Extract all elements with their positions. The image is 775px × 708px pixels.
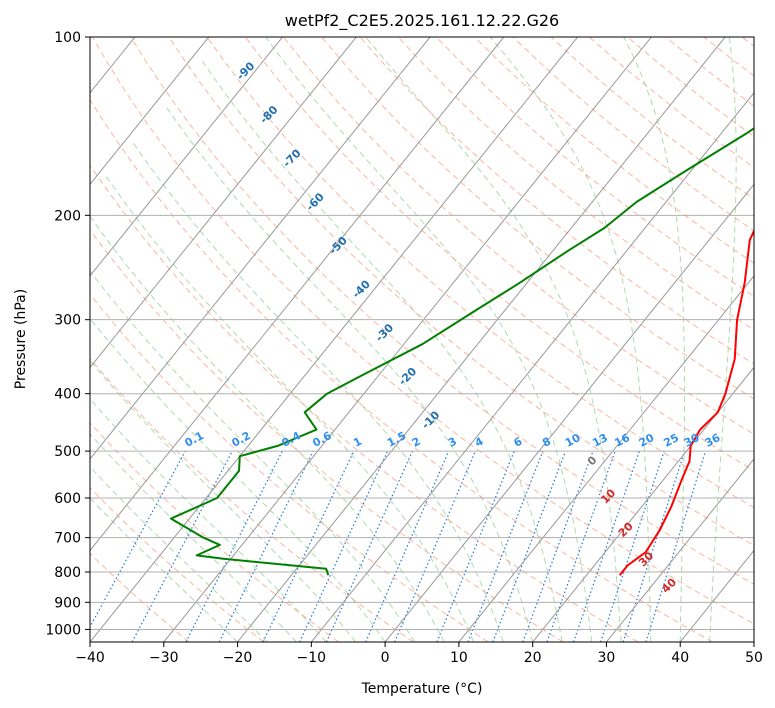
- y-tick-label: 600: [54, 491, 81, 507]
- moist-adiabat-line: [164, 104, 534, 642]
- mixing-ratio-line: [325, 450, 414, 642]
- mixing-ratio-line: [600, 450, 665, 642]
- mixing-ratio-label: 20: [637, 431, 657, 450]
- y-tick-label: 900: [54, 595, 81, 611]
- y-tick-label: 200: [54, 208, 81, 224]
- profile-series-line: [618, 228, 754, 576]
- mixing-ratio-line: [299, 450, 389, 642]
- profile-lines: [170, 127, 754, 576]
- moist-adiabat-line: [90, 497, 238, 642]
- y-tick-label: 100: [54, 30, 81, 46]
- moist-adiabat-line: [265, 37, 593, 642]
- isotherm-line: [90, 37, 579, 642]
- plot-frame: [89, 36, 755, 643]
- isotherm-line: [163, 37, 652, 642]
- y-tick-label: 700: [54, 531, 81, 547]
- moist-adiabat-line: [103, 173, 475, 642]
- isotherm-line: [90, 37, 357, 369]
- plot-area: [90, 37, 754, 642]
- isotherm-line: [237, 37, 726, 642]
- x-axis-label: Temperature (°C): [361, 681, 483, 697]
- chart-title: wetPf2_C2E5.2025.161.12.22.G26: [285, 11, 559, 31]
- dry-adiabat-line: [359, 37, 754, 365]
- y-axis-ticks: 100 200 300 400 500 600 700 800 900 1000: [45, 30, 90, 638]
- mixing-ratio-label: 30: [682, 431, 702, 450]
- y-tick-label: 800: [54, 565, 81, 581]
- mixing-ratio-line: [262, 450, 355, 642]
- dry-adiabat-line: [90, 229, 564, 642]
- x-tick-label: −30: [149, 650, 179, 666]
- dry-adiabat-line: [90, 164, 639, 642]
- dry-adiabats: [90, 37, 754, 642]
- mixing-ratio-label: 25: [661, 431, 681, 450]
- y-tick-label: 300: [54, 313, 81, 329]
- isotherm-line: [310, 91, 754, 642]
- moist-adiabat-line: [489, 37, 652, 642]
- x-tick-label: 10: [450, 650, 468, 666]
- isotherm-line: [606, 458, 754, 642]
- mixing-ratio-label: 13: [590, 431, 610, 450]
- moist-adiabat-line: [202, 61, 563, 642]
- isotherms: [90, 37, 754, 642]
- dry-adiabat-line: [435, 37, 754, 297]
- dry-adiabat-line: [90, 552, 190, 642]
- isotherm-line: [90, 37, 283, 277]
- dry-adiabat-line: [91, 37, 754, 625]
- mixing-ratio-label: 10: [563, 431, 583, 450]
- y-tick-label: 400: [54, 387, 81, 403]
- mixing-ratio-line: [365, 450, 450, 642]
- mixing-ratio-line: [622, 450, 686, 642]
- dry-adiabat-line: [90, 422, 339, 642]
- dry-adiabat-line: [397, 37, 754, 331]
- x-tick-label: 20: [524, 650, 542, 666]
- mixing-ratio-line: [645, 450, 707, 642]
- x-axis-ticks: −40 −30 −20 −10 0 10 20 30 40 50: [75, 642, 763, 666]
- mixing-ratio-line: [218, 450, 314, 642]
- moist-adiabat-line: [90, 317, 386, 642]
- isotherm-line: [532, 366, 754, 642]
- isotherm-line: [90, 37, 505, 552]
- moist-adiabat-line: [90, 466, 268, 642]
- mixing-ratio-line: [394, 450, 476, 642]
- moist-adiabat-line: [90, 359, 356, 642]
- x-tick-label: −40: [75, 650, 105, 666]
- x-tick-label: −10: [297, 650, 327, 666]
- isotherm-line: [458, 275, 754, 642]
- mixing-ratio-line: [546, 450, 616, 642]
- dry-adiabat-line: [206, 37, 754, 509]
- mixing-ratio-line: [522, 450, 594, 642]
- x-tick-label: 30: [598, 650, 616, 666]
- x-tick-label: 0: [381, 650, 390, 666]
- dry-adiabat-line: [321, 37, 754, 400]
- mixing-ratio-label: 16: [612, 431, 632, 450]
- mixing-ratio-line: [572, 450, 640, 642]
- moist-adiabat-line: [90, 215, 445, 642]
- x-tick-label: −20: [223, 650, 253, 666]
- y-tick-label: 1000: [45, 622, 81, 638]
- profile-series-line: [170, 127, 754, 576]
- plot-content: -100-90-80-70-60-50-40-30-20-10010203040…: [90, 37, 754, 642]
- isotherm-line: [384, 183, 754, 642]
- x-tick-label: 40: [671, 650, 689, 666]
- isotherm-line: [90, 37, 210, 186]
- mixing-ratio-lines: [90, 450, 707, 642]
- y-tick-label: 500: [54, 444, 81, 460]
- moist-adiabat-line: [90, 433, 297, 642]
- moist-adiabat-line: [90, 270, 416, 642]
- moist-adiabat-line: [90, 398, 327, 642]
- y-axis-label: Pressure (hPa): [13, 289, 29, 389]
- moist-adiabat-line: [365, 37, 622, 642]
- mixing-ratio-line: [90, 450, 186, 629]
- dry-adiabat-line: [90, 293, 489, 642]
- isobars: [90, 37, 754, 630]
- dry-adiabat-line: [130, 37, 754, 585]
- x-tick-label: 50: [745, 650, 763, 666]
- isotherm-line: [90, 37, 431, 460]
- mixing-ratio-label: 36: [703, 431, 723, 450]
